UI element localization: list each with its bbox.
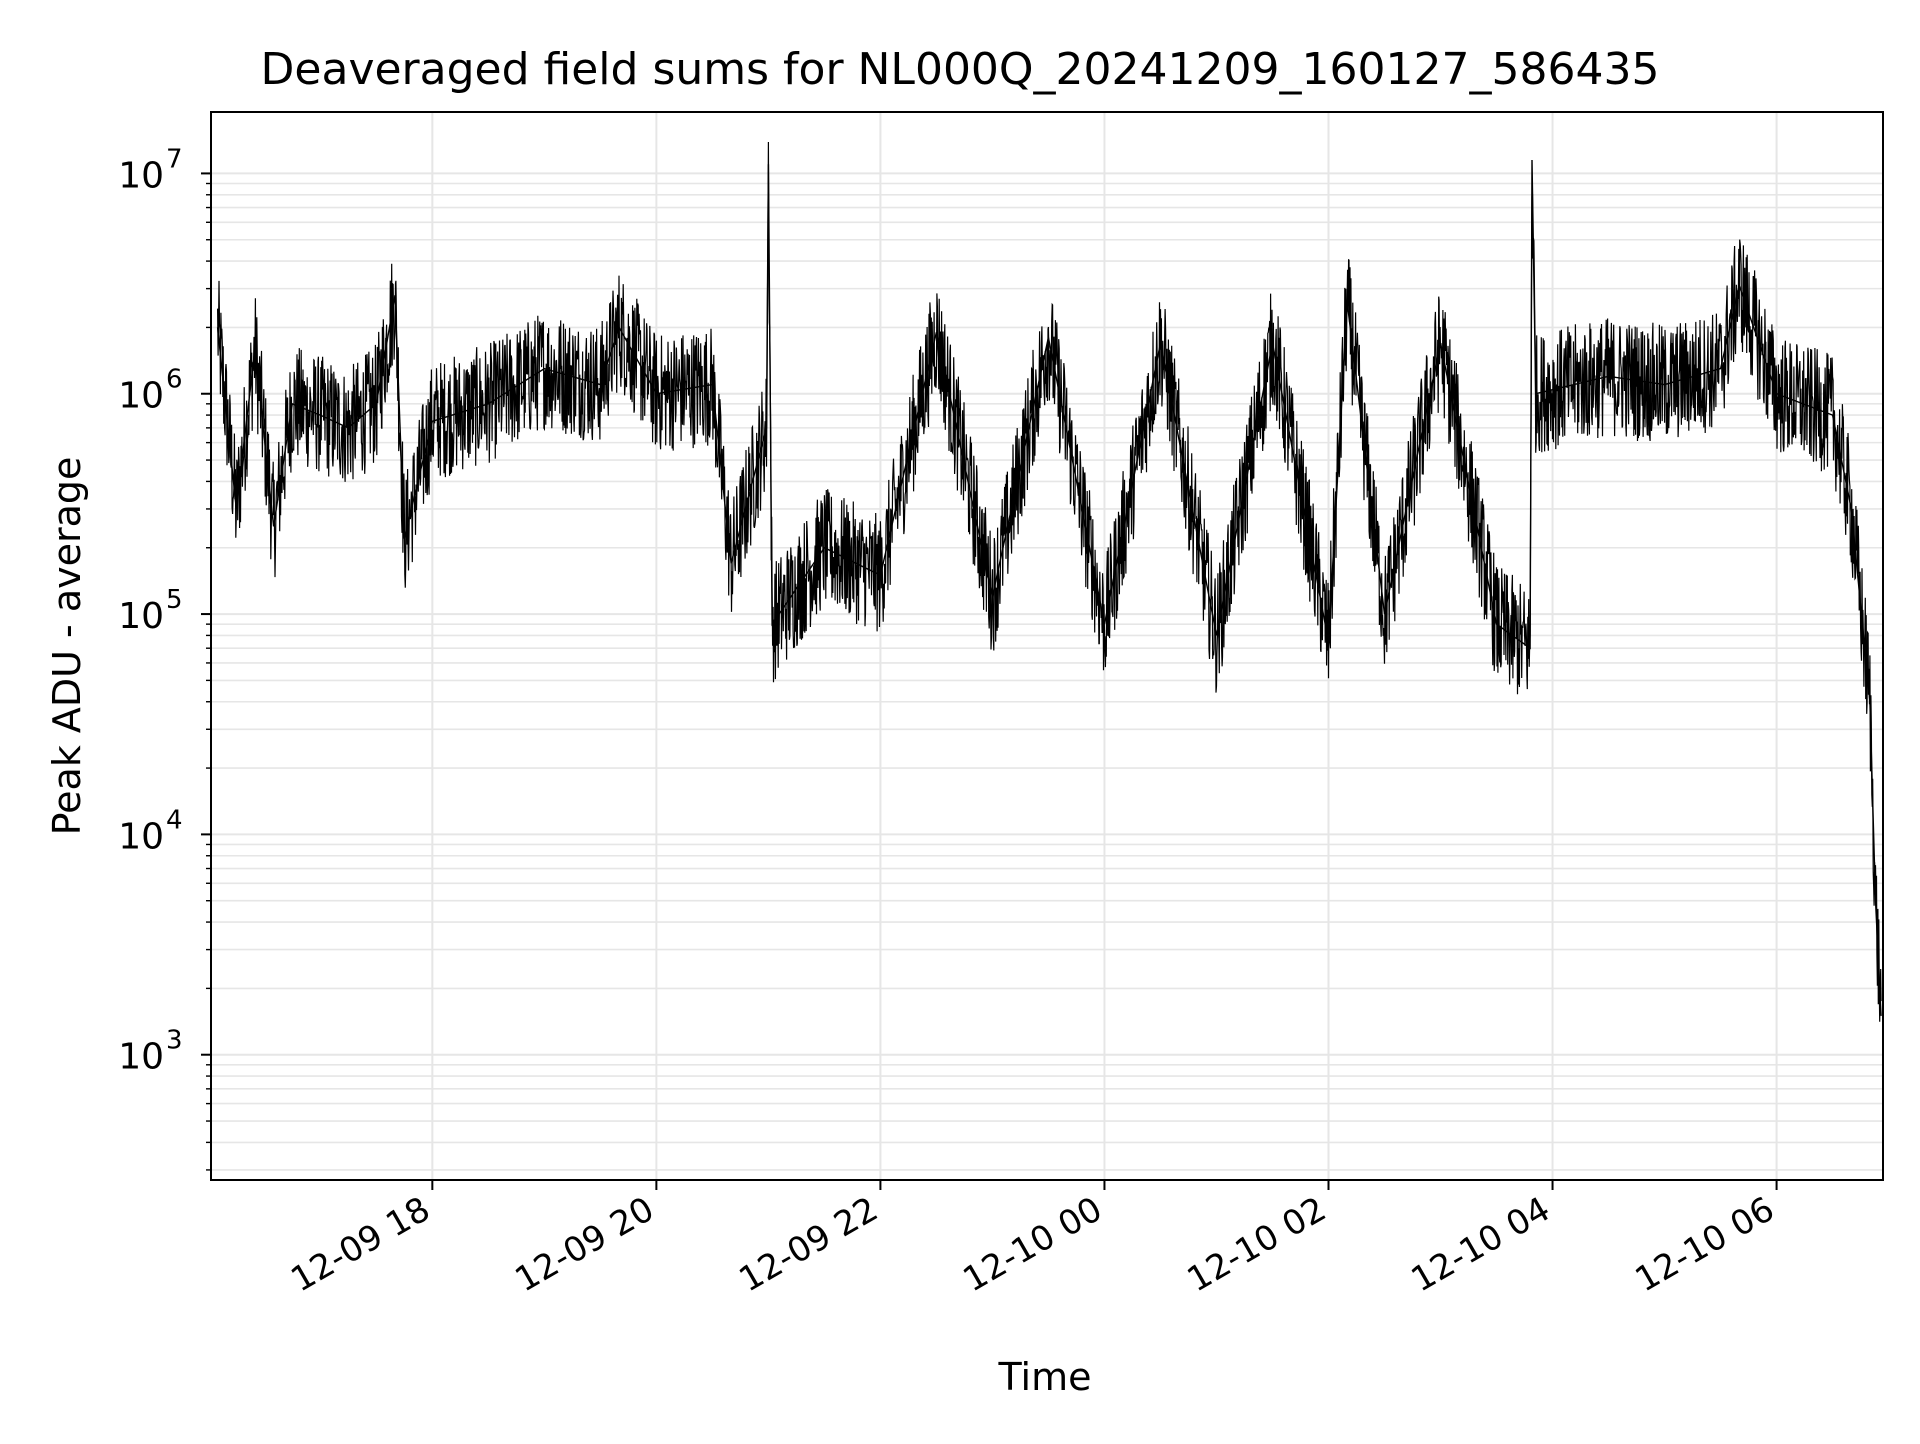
x-tick-label: 12-09 18 xyxy=(284,1189,436,1300)
y-tick-label: 10 5 xyxy=(118,585,182,637)
series-envelope-line xyxy=(216,159,1882,1016)
y-tick-label-base: 10 xyxy=(118,376,164,417)
chart-title: Deaveraged field sums for NL000Q_2024120… xyxy=(261,44,1660,95)
y-tick-label-base: 10 xyxy=(118,155,164,196)
x-tick-label: 12-10 06 xyxy=(1629,1189,1781,1300)
y-tick-label: 10 6 xyxy=(118,365,182,417)
x-tick-label: 12-10 02 xyxy=(1181,1189,1333,1300)
y-tick-label: 10 3 xyxy=(118,1026,182,1078)
x-tick-label: 12-09 20 xyxy=(508,1189,660,1300)
series-layer xyxy=(216,141,1882,1022)
grid-layer xyxy=(211,112,1883,1180)
y-tick-label-base: 10 xyxy=(118,1037,164,1078)
series-line xyxy=(217,141,1882,1022)
y-tick-label-base: 10 xyxy=(118,816,164,857)
y-tick-label-exponent: 7 xyxy=(166,144,183,174)
y-tick-label: 10 4 xyxy=(118,805,182,857)
y-tick-label-exponent: 5 xyxy=(166,585,183,615)
plot-frame xyxy=(210,111,1884,1181)
x-axis-label: Time xyxy=(998,1355,1092,1399)
y-axis-label: Peak ADU - average xyxy=(45,457,89,836)
y-tick-label: 10 7 xyxy=(118,144,182,196)
y-tick-label-exponent: 3 xyxy=(166,1026,183,1056)
x-tick-label: 12-10 00 xyxy=(957,1189,1109,1300)
y-tick-label-exponent: 6 xyxy=(166,365,183,395)
y-tick-label-exponent: 4 xyxy=(166,805,183,835)
x-tick-label: 12-10 04 xyxy=(1405,1189,1557,1300)
y-tick-label-base: 10 xyxy=(118,596,164,637)
x-tick-label: 12-09 22 xyxy=(733,1189,885,1300)
